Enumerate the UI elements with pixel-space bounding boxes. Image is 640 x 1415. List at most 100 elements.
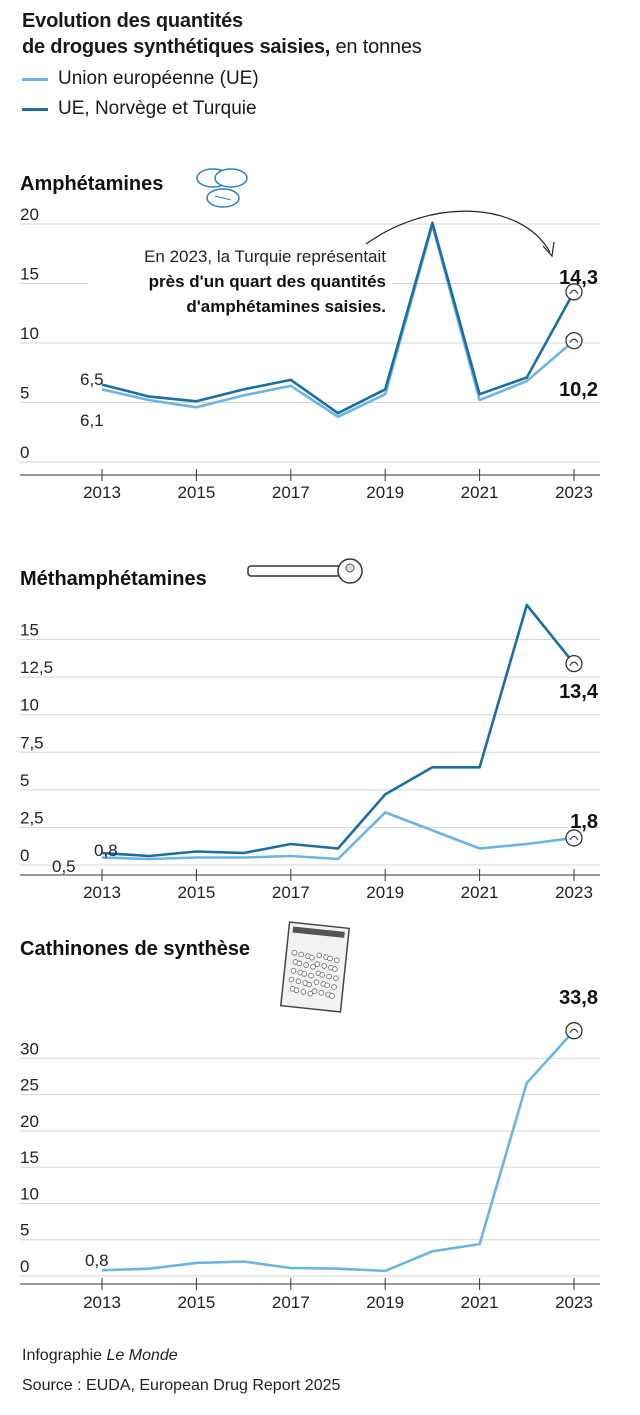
powder-grain <box>296 960 303 967</box>
annotation-line-2: près d'un quart des quantités <box>149 272 386 291</box>
chart-title-1: Méthamphétamines <box>20 568 207 590</box>
title-line-2: de drogues synthétiques saisies, en tonn… <box>22 34 622 60</box>
series-line-eu <box>101 223 575 419</box>
powder-grain <box>316 952 323 959</box>
endpoint-marker-arc <box>569 289 579 295</box>
y-tick-label: 20 <box>20 1112 39 1131</box>
annotation-box <box>88 243 392 319</box>
y-tick-label: 2,5 <box>20 808 44 827</box>
x-tick-label: 2021 <box>461 883 499 902</box>
endpoint-marker <box>565 331 583 350</box>
series-line-eu <box>101 1029 575 1273</box>
end-label-eu: 10,2 <box>559 379 598 401</box>
powder-grain <box>306 981 312 988</box>
legend-item-eu-plus: UE, Norvège et Turquie <box>22 94 622 124</box>
endpoint-marker-arc <box>569 1028 579 1034</box>
powder-grain <box>300 989 307 995</box>
powder-grain <box>332 966 338 972</box>
legend-swatch-eu-plus <box>22 107 48 111</box>
endpoint-marker <box>565 283 583 301</box>
x-tick-label: 2015 <box>177 883 215 902</box>
footer-source: Source : EUDA, European Drug Report 2025 <box>22 1377 341 1394</box>
powder-grain <box>309 954 315 961</box>
powder-grain <box>331 984 337 990</box>
endpoint-marker-arc <box>569 338 579 343</box>
footer-credit: Infographie Le Monde <box>22 1344 178 1368</box>
x-tick-label: 2013 <box>83 483 121 502</box>
x-tick-label: 2015 <box>177 483 215 502</box>
powder-grain <box>308 972 314 979</box>
y-tick-label: 5 <box>20 384 29 403</box>
y-tick-label: 30 <box>20 1039 39 1058</box>
powder-grain <box>290 967 297 974</box>
endpoint-marker <box>565 829 583 847</box>
y-tick-label: 0 <box>20 443 29 462</box>
end-label-eu: 33,8 <box>559 987 598 1009</box>
x-tick-label: 2017 <box>272 883 310 902</box>
annotation-line-3: d'amphétamines saisies. <box>186 297 386 316</box>
powder-grain <box>295 978 302 985</box>
title-line-2-bold: de drogues synthétiques saisies, <box>22 36 331 58</box>
y-tick-label: 15 <box>20 265 39 284</box>
x-tick-label: 2023 <box>555 1293 593 1312</box>
powder-grain <box>318 990 325 996</box>
y-tick-label: 5 <box>20 771 29 790</box>
powder-grain <box>314 961 321 968</box>
x-tick-label: 2017 <box>272 483 310 502</box>
powder-grain <box>327 955 333 962</box>
endpoint-marker-arc <box>569 661 579 666</box>
y-tick-label: 0 <box>20 1257 29 1276</box>
powder-grain <box>329 993 335 999</box>
end-label-eu-plus: 14,3 <box>559 267 598 289</box>
series-line-eu-plus <box>101 221 576 415</box>
powder-grain <box>311 988 318 994</box>
y-tick-label: 10 <box>20 324 39 343</box>
x-tick-label: 2019 <box>366 483 404 502</box>
annotation-line-1: En 2023, la Turquie représentait <box>144 247 386 266</box>
start-label-eu-plus: 0,8 <box>94 841 118 860</box>
x-tick-label: 2017 <box>272 1293 310 1312</box>
endpoint-marker <box>565 1022 583 1040</box>
x-tick-label: 2015 <box>177 1293 215 1312</box>
powder-grain <box>324 982 330 989</box>
x-tick-label: 2023 <box>555 483 593 502</box>
powder-grain <box>319 971 326 978</box>
pill-shape <box>214 168 248 188</box>
y-tick-label: 12,5 <box>20 658 53 677</box>
start-label-eu: 0,5 <box>52 857 76 876</box>
powder-grain <box>293 987 300 993</box>
series-line-eu-plus <box>101 603 576 858</box>
legend-label-eu: Union européenne (UE) <box>58 68 259 89</box>
x-tick-label: 2021 <box>461 1293 499 1312</box>
series-line-eu <box>101 811 575 861</box>
title-line-1: Evolution des quantités <box>22 10 243 32</box>
annotation-arrow <box>365 210 551 253</box>
y-tick-label: 15 <box>20 621 39 640</box>
powder-grain <box>334 957 340 964</box>
pills-icon <box>196 168 248 208</box>
pipe-icon <box>247 558 363 584</box>
powder-grain <box>288 976 295 983</box>
annotation-arrowhead <box>542 241 555 258</box>
bag-seal <box>292 926 345 938</box>
chart-title-2: Cathinones de synthèse <box>20 938 250 960</box>
y-tick-label: 25 <box>20 1076 39 1095</box>
endpoint-marker-arc <box>569 835 579 841</box>
x-tick-label: 2021 <box>461 483 499 502</box>
y-tick-label: 7,5 <box>20 733 44 752</box>
end-label-eu: 1,8 <box>570 811 598 833</box>
y-tick-label: 0 <box>20 846 29 865</box>
legend-item-eu: Union européenne (UE) <box>22 64 622 94</box>
start-label-eu: 6,1 <box>80 411 104 430</box>
footer-credit-brand: Le Monde <box>106 1347 178 1364</box>
chart-header: Evolution des quantités de drogues synth… <box>22 8 622 124</box>
y-tick-label: 5 <box>20 1221 29 1240</box>
y-tick-label: 10 <box>20 696 39 715</box>
legend-swatch-eu <box>22 77 48 81</box>
endpoint-marker <box>565 654 583 673</box>
y-tick-label: 20 <box>20 205 39 224</box>
chart-title-0: Amphétamines <box>20 173 163 195</box>
start-label-eu-plus: 6,5 <box>80 370 104 389</box>
footer-credit-prefix: Infographie <box>22 1347 107 1364</box>
